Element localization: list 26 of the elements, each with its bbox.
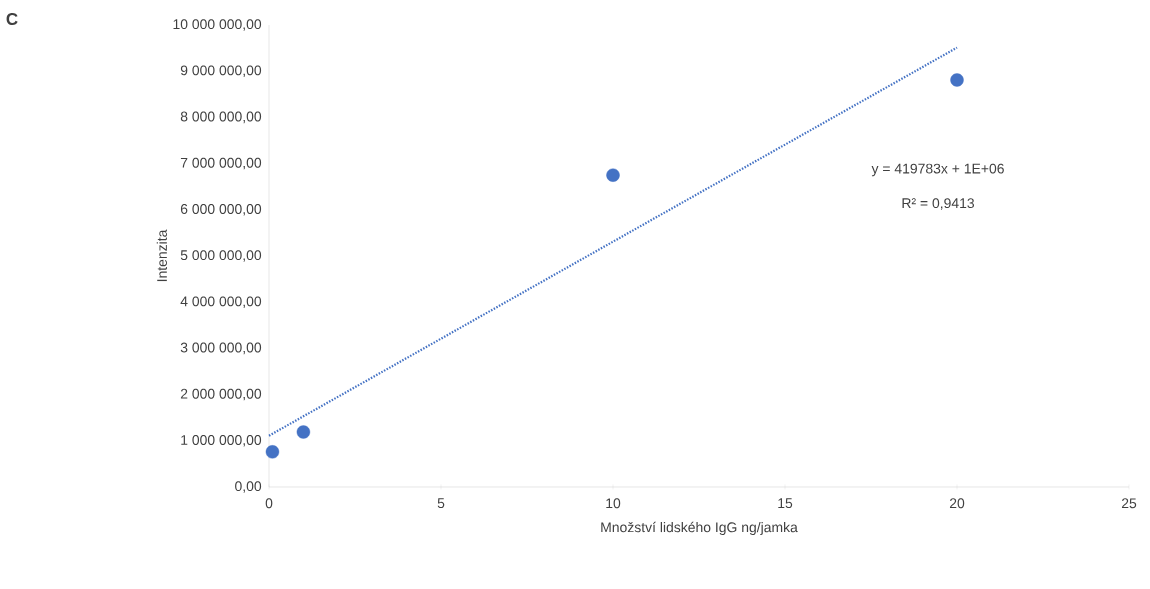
x-tick-label: 5: [437, 498, 445, 509]
x-tick-label: 0: [265, 498, 273, 509]
text: C: [6, 12, 18, 25]
y-tick-label: 0,00: [235, 481, 262, 493]
point: [606, 168, 620, 182]
x-tick-label: 10: [606, 498, 621, 509]
y-tick-label: 5 000 000,00: [180, 250, 262, 262]
y-tick-label: 6 000 000,00: [180, 204, 262, 216]
y-tick-label: 7 000 000,00: [180, 157, 262, 170]
x-tick-label: 15: [778, 498, 793, 509]
y-tick-label: 1 000 000,00: [181, 435, 262, 447]
y-axis-title: Intenzita: [156, 229, 167, 282]
annotation: R² = 0,9413: [902, 198, 975, 210]
y-tick-label: 3 000 000,00: [180, 342, 262, 355]
y-tick-label: 9 000 000,00: [180, 65, 262, 77]
point: [950, 73, 964, 87]
x-tick-label: 25: [1121, 498, 1137, 509]
point: [296, 425, 311, 439]
annotation: y = 419783x + 1E+06: [871, 163, 1004, 177]
point: [265, 445, 280, 459]
x-tick-label: 20: [949, 498, 965, 509]
y-tick-label: 10 000 000,00: [173, 19, 262, 31]
y-tick-label: 4 000 000,00: [180, 296, 262, 308]
x-axis-title: Množství lidského IgG ng/jamka: [601, 521, 798, 535]
y-tick-label: 8 000 000,00: [180, 111, 262, 124]
y-tick-label: 2 000 000,00: [180, 388, 262, 401]
